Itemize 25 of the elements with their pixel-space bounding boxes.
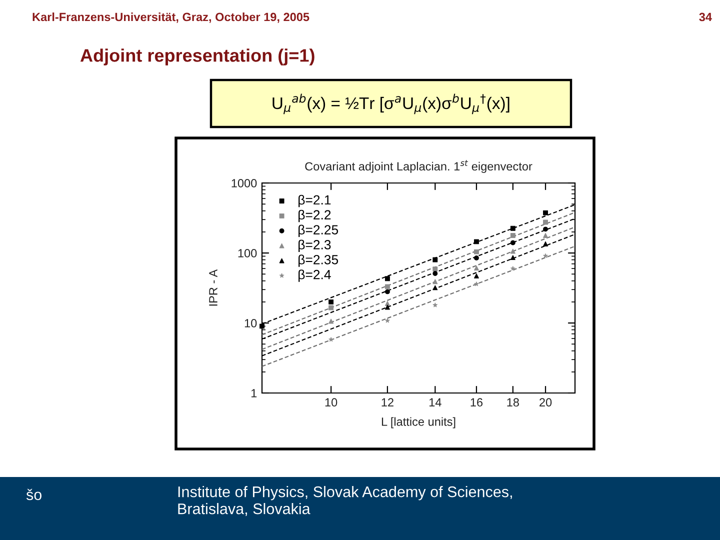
text: Institute of Physics, Slovak Academy of Sciences, Bratislava, Slovakia (178, 486, 512, 516)
chart-subtitle: Covariant adjoint Laplacian. 1$^{st}$ eigenvector (305, 160, 532, 173)
legend-label: β=2.4 (298, 270, 331, 282)
legend-label: β=2.2 (298, 210, 331, 222)
text: U$_{μ}$$^{ab}$(x) = ½Tr [σ$^{a}$U$_{μ}$(x)σ$^{b}$U$_{μ}$$^{†}$(x)] (272, 94, 510, 114)
chart-title: Adjoint representation (j=1) (80, 48, 314, 66)
x-tick-label: 20 (540, 398, 552, 407)
text: Karl-Franzens-Universität, Graz, October 19, 2005 (32, 12, 310, 23)
y-tick-label: 1 (251, 389, 257, 398)
y-tick-label: 1000 (232, 179, 257, 188)
legend-label: β=2.35 (298, 254, 338, 267)
x-tick-label: 14 (429, 398, 442, 406)
legend-label: β=2.1 (298, 194, 331, 208)
text: šo (26, 488, 42, 500)
x-tick-label: 10 (325, 398, 338, 407)
legend-label: β=2.25 (298, 224, 338, 238)
x-tick-label: 12 (382, 398, 394, 406)
y-tick-label: 10 (244, 319, 257, 328)
x-tick-label: 18 (507, 398, 519, 407)
x-tick-label: 16 (470, 398, 483, 407)
text: 34 (699, 12, 712, 22)
y-tick-label: 100 (238, 249, 257, 258)
legend-label: β=2.3 (298, 240, 331, 252)
x-axis-title: L [lattice units] (382, 417, 456, 428)
y-axis-title: IPR - A (209, 269, 218, 306)
